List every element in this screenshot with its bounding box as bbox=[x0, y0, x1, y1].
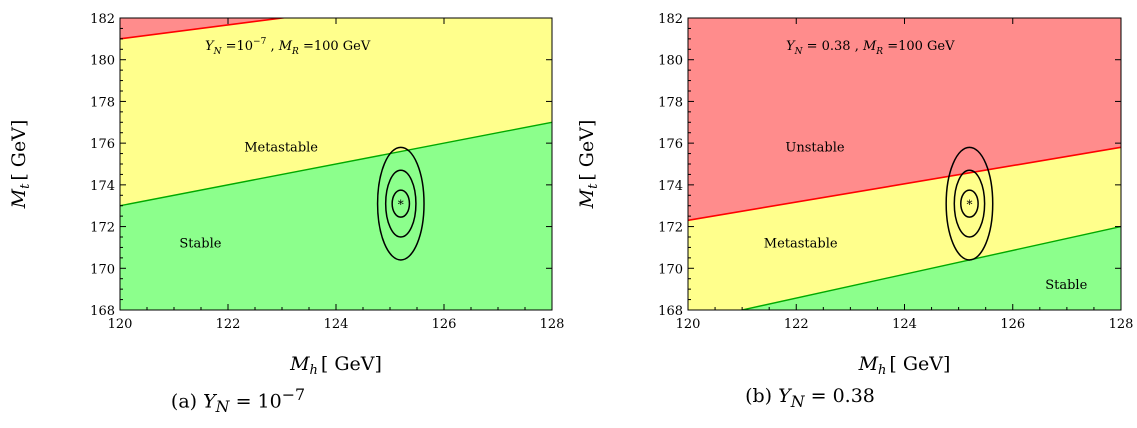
y-tick-label-176-a: 176 bbox=[90, 137, 115, 152]
chart-a-svg: Metastable Stable * 120 122 124 126 128 168 170 17… bbox=[8, 12, 565, 378]
annotation-comma-b: , bbox=[851, 39, 863, 54]
y-axis-label-b: Mt [ GeV] bbox=[576, 120, 601, 210]
annotation-comma-a: , bbox=[266, 39, 278, 54]
caption-b-sub: N bbox=[790, 391, 805, 411]
y-axis-sub-a: t bbox=[18, 183, 33, 189]
y-tick-label-178-b: 178 bbox=[658, 95, 683, 110]
annotation-R-a: R bbox=[291, 47, 299, 57]
x-tick-label-120-b: 120 bbox=[676, 317, 701, 332]
chart-panel-a: Metastable Stable * 120 122 124 126 128 168 170 17… bbox=[0, 0, 568, 428]
annotation-N-b: N bbox=[794, 47, 804, 57]
boundary-stable-line-b bbox=[738, 225, 1121, 310]
x-tick-label-128-a: 128 bbox=[540, 317, 565, 332]
caption-a-var: Y bbox=[203, 390, 216, 413]
y-tick-label-170-b: 170 bbox=[658, 262, 683, 277]
x-axis-symbol-a: M bbox=[289, 353, 310, 375]
y-tick-label-176-b: 176 bbox=[658, 137, 683, 152]
region-label-unstable-b: Unstable bbox=[785, 140, 844, 155]
x-axis-label-b: Mh[ GeV] bbox=[858, 353, 951, 378]
y-tick-label-182-b: 182 bbox=[658, 12, 683, 27]
caption-a-prefix: (a) bbox=[170, 390, 198, 413]
caption-b-prefix: (b) bbox=[745, 385, 773, 407]
x-axis-sub-a: h bbox=[310, 363, 318, 378]
y-tick-label-172-b: 172 bbox=[658, 221, 683, 236]
y-tick-label-180-b: 180 bbox=[658, 54, 683, 69]
region-label-metastable-a: Metastable bbox=[244, 140, 318, 155]
annotation-exponent-a: −7 bbox=[253, 37, 267, 47]
confidence-ellipse-3-b bbox=[945, 146, 994, 261]
annotation-N-a: N bbox=[213, 47, 223, 57]
chart-b-svg: Unstable Metastable Stable * 120 122 124 126 128… bbox=[576, 12, 1134, 378]
x-tick-label-128-b: 128 bbox=[1109, 317, 1134, 332]
annotation-R-b: R bbox=[875, 47, 883, 57]
x-axis-sub-b: h bbox=[878, 363, 886, 378]
boundary-unstable-line-b bbox=[688, 146, 1121, 222]
annotation-M-a: M bbox=[278, 39, 293, 54]
x-tick-label-122-a: 122 bbox=[216, 317, 241, 332]
confidence-ellipse-2-a bbox=[384, 169, 417, 238]
boundary-stable-line-a bbox=[120, 121, 552, 207]
x-axis-unit-a: [ GeV] bbox=[321, 353, 382, 375]
caption-a-exp: −7 bbox=[281, 385, 306, 404]
y-tick-label-170-a: 170 bbox=[90, 262, 115, 277]
y-tick-label-174-b: 174 bbox=[658, 179, 683, 194]
y-axis-unit-a: [ GeV] bbox=[8, 120, 30, 181]
annotation-eq-a: =10 bbox=[221, 39, 253, 54]
caption-a-sub: N bbox=[215, 397, 230, 417]
x-tick-label-126-a: 126 bbox=[432, 317, 457, 332]
y-axis-unit-b: [ GeV] bbox=[576, 120, 598, 181]
parameter-annotation-a: YN =10−7 , MR =100 GeV bbox=[205, 37, 371, 57]
y-tick-label-168-b: 168 bbox=[658, 304, 683, 319]
x-tick-label-124-b: 124 bbox=[892, 317, 917, 332]
y-tick-label-180-a: 180 bbox=[90, 54, 115, 69]
caption-a-eq: = bbox=[235, 390, 252, 413]
boundary-unstable-line-a bbox=[120, 18, 289, 40]
y-axis-symbol-b: M bbox=[576, 188, 598, 209]
confidence-ellipse-1-b bbox=[960, 189, 979, 218]
caption-b-var: Y bbox=[778, 385, 791, 407]
central-value-marker-a: * bbox=[398, 198, 404, 212]
y-tick-label-174-a: 174 bbox=[90, 179, 115, 194]
caption-b-value: 0.38 bbox=[832, 385, 875, 407]
confidence-ellipse-3-a bbox=[376, 146, 425, 261]
x-tick-label-124-a: 124 bbox=[324, 317, 349, 332]
plot-area-b bbox=[688, 18, 1121, 310]
region-label-metastable-b: Metastable bbox=[764, 236, 838, 251]
y-tick-label-172-a: 172 bbox=[90, 221, 115, 236]
x-tick-label-120-a: 120 bbox=[108, 317, 133, 332]
region-stable-a bbox=[120, 122, 552, 310]
caption-a-base: 10 bbox=[257, 390, 282, 413]
confidence-ellipse-1-a bbox=[391, 189, 411, 218]
annotation-Y-b: Y bbox=[786, 39, 796, 54]
plot-area-a bbox=[120, 18, 552, 310]
y-tick-label-178-a: 178 bbox=[90, 95, 115, 110]
region-label-stable-a: Stable bbox=[179, 236, 221, 251]
y-tick-label-168-a: 168 bbox=[90, 304, 115, 319]
annotation-value-b: = 0.38 bbox=[802, 39, 850, 54]
x-axis-unit-b: [ GeV] bbox=[889, 353, 950, 375]
x-axis-label-a: Mh[ GeV] bbox=[289, 353, 382, 378]
region-label-stable-b: Stable bbox=[1045, 278, 1087, 293]
chart-panel-b: Unstable Metastable Stable * 120 122 124 126 128… bbox=[568, 0, 1137, 428]
y-tick-label-182-a: 182 bbox=[90, 12, 115, 27]
central-value-marker-b: * bbox=[966, 198, 972, 212]
annotation-M-b: M bbox=[862, 39, 877, 54]
caption-b: (b) YN = 0.38 bbox=[610, 385, 1010, 411]
annotation-MR-value-a: =100 GeV bbox=[299, 39, 371, 54]
confidence-ellipse-2-b bbox=[953, 169, 986, 238]
parameter-annotation-b: YN = 0.38 , MR =100 GeV bbox=[786, 39, 955, 57]
y-axis-symbol-a: M bbox=[8, 188, 30, 209]
x-tick-label-122-b: 122 bbox=[784, 317, 809, 332]
annotation-MR-value-b: =100 GeV bbox=[883, 39, 955, 54]
x-axis-symbol-b: M bbox=[858, 353, 879, 375]
annotation-Y-a: Y bbox=[205, 39, 215, 54]
y-axis-sub-b: t bbox=[586, 183, 601, 189]
caption-a: (a) YN = 10−7 bbox=[38, 385, 438, 416]
y-axis-label-a: Mt [ GeV] bbox=[8, 120, 33, 210]
caption-b-eq: = bbox=[810, 385, 827, 407]
x-tick-label-126-b: 126 bbox=[1000, 317, 1025, 332]
